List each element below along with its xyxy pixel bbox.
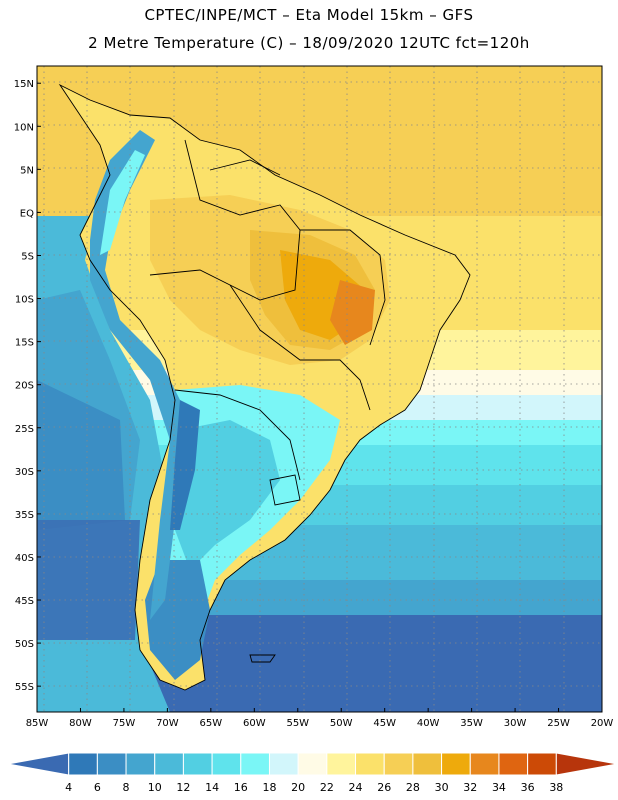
colorbar-label: 28 [406, 781, 420, 794]
longitude-tick-label: 85W [26, 718, 49, 729]
colorbar-swatch [326, 752, 357, 776]
graticule [37, 66, 602, 712]
colorbar-label: 38 [549, 781, 563, 794]
map-subtitle: 2 Metre Temperature (C) – 18/09/2020 12U… [88, 34, 530, 52]
colorbar-label: 24 [349, 781, 363, 794]
colorbar-label: 18 [262, 781, 276, 794]
temperature-map: 15N 10N 5N EQ 5S 10S 15S 20S 25S 30S 35S 40S 45S 50S 5… [14, 65, 614, 729]
colorbar-swatch [297, 752, 328, 776]
map-title: CPTEC/INPE/MCT – Eta Model 15km – GFS [144, 6, 474, 24]
map-frame [36, 65, 603, 713]
longitude-tick-label: 25W [547, 718, 570, 729]
colorbar-label: 22 [320, 781, 334, 794]
longitude-tick-label: 60W [243, 718, 266, 729]
colorbar-swatch [211, 752, 242, 776]
latitude-tick-label: 10S [15, 295, 34, 306]
latitude-tick-label: 10N [14, 122, 34, 133]
longitude-labels: 85W 80W 75W 70W 65W 60W 55W 50W 45W 40W 35W 30W 25W 2… [26, 708, 614, 729]
latitude-tick-label: 50S [15, 639, 34, 650]
colorbar-swatch [182, 752, 213, 776]
coastlines [58, 83, 471, 691]
longitude-tick-label: 65W [200, 718, 223, 729]
longitude-tick-label: 55W [286, 718, 309, 729]
colorbar-label: 36 [521, 781, 535, 794]
longitude-tick-label: 45W [373, 718, 396, 729]
colorbar-label: 14 [205, 781, 219, 794]
colorbar-swatch [355, 752, 385, 776]
colorbar-label: 10 [148, 781, 162, 794]
colorbar-swatch [498, 752, 529, 776]
latitude-labels: 15N 10N 5N EQ 5S 10S 15S 20S 25S 30S 35S 40S 45S 50S 5… [14, 79, 41, 693]
longitude-tick-label: 35W [460, 718, 483, 729]
longitude-tick-label: 20W [591, 718, 614, 729]
latitude-tick-label: 35S [15, 510, 34, 521]
colorbar-label: 32 [463, 781, 477, 794]
colorbar-swatch [555, 752, 618, 776]
colorbar-label: 34 [492, 781, 506, 794]
colorbar-label: 4 [65, 781, 72, 794]
colorbar-label: 30 [435, 781, 449, 794]
colorbar-swatch [441, 752, 471, 776]
latitude-tick-label: 40S [15, 553, 34, 564]
colorbar-swatch [7, 752, 70, 776]
latitude-tick-label: 5N [20, 165, 34, 176]
latitude-tick-label: 15N [14, 79, 34, 90]
colorbar-swatch [240, 752, 270, 776]
colorbar-swatch [469, 752, 500, 776]
colorbar-swatch [268, 752, 299, 776]
latitude-tick-label: 5S [21, 251, 34, 262]
colorbar-swatch [154, 752, 184, 776]
colorbar-swatch [96, 752, 127, 776]
latitude-tick-label: 20S [15, 381, 34, 392]
temperature-field [37, 66, 602, 712]
longitude-tick-label: 70W [156, 718, 179, 729]
latitude-tick-label: 15S [15, 338, 34, 349]
latitude-tick-label: 45S [15, 596, 34, 607]
longitude-tick-label: 80W [69, 718, 92, 729]
colorbar-label: 8 [123, 781, 130, 794]
colorbar-label: 12 [176, 781, 190, 794]
colorbar-label: 26 [377, 781, 391, 794]
latitude-tick-label: 30S [15, 467, 34, 478]
colorbar-swatch [125, 752, 156, 776]
colorbar-swatch [383, 752, 414, 776]
latitude-tick-label: EQ [20, 208, 34, 219]
longitude-tick-label: 40W [417, 718, 440, 729]
colorbar-swatch [527, 752, 557, 776]
colorbar-label: 6 [94, 781, 101, 794]
longitude-tick-label: 30W [504, 718, 527, 729]
latitude-tick-label: 55S [15, 682, 34, 693]
longitude-tick-label: 75W [113, 718, 136, 729]
colorbar: 4 6 8 10 12 14 16 18 20 22 24 26 28 30 32 34 36 38 [7, 752, 618, 794]
colorbar-label: 20 [291, 781, 305, 794]
latitude-tick-label: 25S [15, 424, 34, 435]
colorbar-swatch [412, 752, 443, 776]
longitude-tick-label: 50W [330, 718, 353, 729]
colorbar-swatch [68, 752, 98, 776]
colorbar-label: 16 [234, 781, 248, 794]
